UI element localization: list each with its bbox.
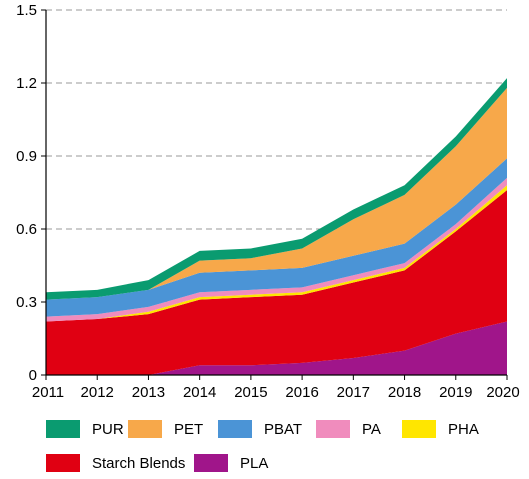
x-tick-label: 2011 xyxy=(32,384,64,401)
x-tick-label: 2015 xyxy=(234,384,267,401)
area-starch-blends xyxy=(46,190,507,375)
y-tick-label: 0.6 xyxy=(16,221,37,238)
y-tick-label: 0.9 xyxy=(16,148,37,165)
x-tick-label: 2019 xyxy=(439,384,472,401)
y-tick-label: 0.3 xyxy=(16,294,37,311)
area-pha xyxy=(46,185,507,322)
x-tick-label: 2012 xyxy=(81,384,114,401)
area-pla xyxy=(46,321,507,375)
y-tick-label: 1.2 xyxy=(16,75,37,92)
x-tick-label: 2016 xyxy=(285,384,318,401)
area-pet xyxy=(46,87,507,300)
x-tick-label: 2013 xyxy=(132,384,165,401)
x-tick-label: 2018 xyxy=(388,384,421,401)
area-pa xyxy=(46,177,507,322)
area-series xyxy=(46,78,507,375)
x-tick-label: 2014 xyxy=(183,384,216,401)
y-tick-label: 1.5 xyxy=(16,2,37,19)
y-tick-label: 0 xyxy=(29,367,37,384)
x-tick-label: 2020 xyxy=(486,384,519,401)
area-pbat xyxy=(46,158,507,317)
x-tick-label: 2017 xyxy=(337,384,370,401)
axes: 0 0.3 0.6 0.9 1.2 1.5 2011 2012 2013 2014 2015 2016… xyxy=(16,2,520,401)
